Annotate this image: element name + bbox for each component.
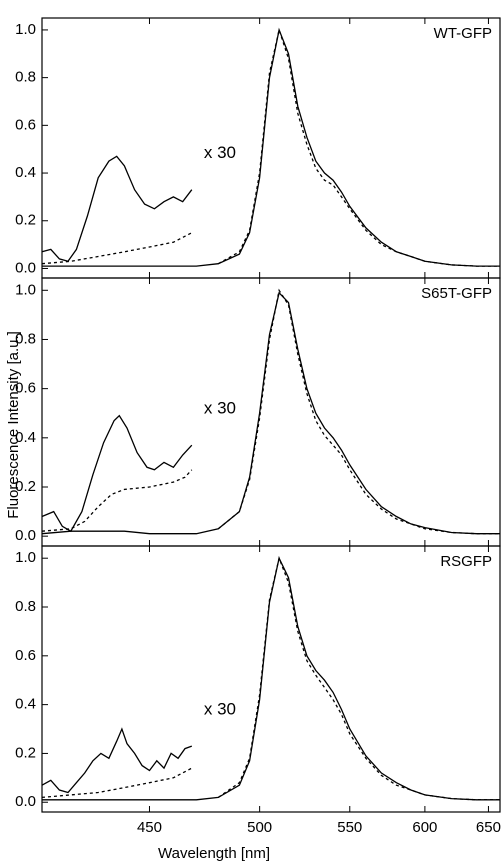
- y-tick-label: 1.0: [15, 21, 36, 38]
- y-tick-label: 0.0: [15, 259, 36, 276]
- spectrum-line: [217, 555, 500, 801]
- y-tick-label: 1.0: [15, 549, 36, 566]
- x-axis-label: Wavelength [nm]: [158, 845, 270, 862]
- x-tick-label: 550: [337, 819, 362, 836]
- y-tick-label: 0.6: [15, 647, 36, 664]
- y-tick-label: 0.2: [15, 478, 36, 495]
- y-tick-label: 0.2: [15, 212, 36, 229]
- spectrum-line: [217, 288, 500, 535]
- plot-frame: [41, 277, 501, 547]
- spectrum-line: [41, 767, 193, 799]
- y-tick-label: 0.2: [15, 744, 36, 761]
- y-tick-label: 0.0: [15, 793, 36, 810]
- spectrum-line: [41, 469, 193, 532]
- plot-frame: [41, 545, 501, 813]
- spectrum-line: [41, 727, 193, 794]
- y-tick-label: 0.0: [15, 527, 36, 544]
- y-tick-label: 0.6: [15, 116, 36, 133]
- spectrum-line: [41, 232, 193, 265]
- x-tick-label: 450: [137, 819, 162, 836]
- x-tick-label: 600: [412, 819, 437, 836]
- y-tick-label: 1.0: [15, 281, 36, 298]
- spectrum-line: [217, 27, 500, 267]
- x-tick-label: 650: [476, 819, 501, 836]
- panel-label: WT-GFP: [434, 25, 492, 42]
- spectrum-line: [42, 556, 500, 801]
- x-tick-label: 500: [247, 819, 272, 836]
- plot-frame: [41, 17, 501, 279]
- scale-annotation: x 30: [204, 700, 236, 719]
- scale-annotation: x 30: [204, 143, 236, 162]
- y-tick-label: 0.8: [15, 330, 36, 347]
- y-tick-label: 0.8: [15, 598, 36, 615]
- y-tick-label: 0.6: [15, 380, 36, 397]
- spectrum-line: [41, 414, 193, 533]
- panel-label: RSGFP: [440, 553, 492, 570]
- y-tick-label: 0.4: [15, 164, 36, 181]
- panel-label: S65T-GFP: [421, 285, 492, 302]
- spectrum-line: [42, 27, 500, 267]
- scale-annotation: x 30: [204, 399, 236, 418]
- y-tick-label: 0.8: [15, 69, 36, 86]
- y-tick-label: 0.4: [15, 429, 36, 446]
- spectrum-line: [41, 291, 500, 535]
- spectrum-line: [41, 155, 193, 263]
- y-axis-label: Fluorescence Intensity [a.u.]: [5, 331, 22, 519]
- y-tick-label: 0.4: [15, 696, 36, 713]
